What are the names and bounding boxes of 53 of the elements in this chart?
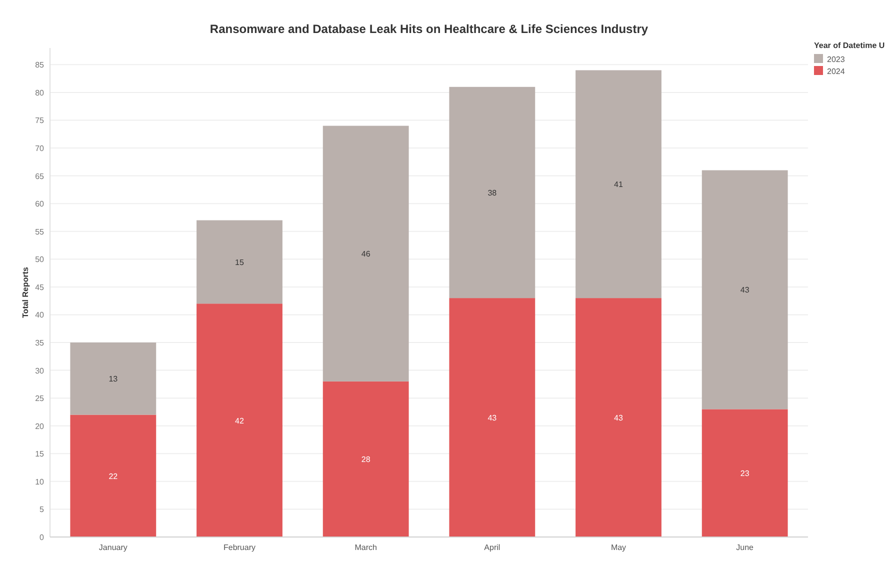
x-tick-label: February: [223, 543, 256, 552]
bar: [70, 342, 156, 415]
x-tick-label: April: [484, 543, 500, 552]
bar: [576, 298, 662, 537]
data-label: 43: [740, 286, 750, 295]
bar: [196, 304, 282, 537]
data-label: 43: [614, 414, 624, 423]
y-tick-label: 75: [35, 116, 45, 126]
y-tick-label: 50: [35, 255, 45, 264]
bar: [576, 70, 662, 298]
y-tick-label: 10: [35, 477, 45, 486]
y-tick-label: 20: [35, 422, 45, 431]
bar: [196, 220, 282, 304]
bar: [322, 126, 409, 382]
chart-title: Ransomware and Database Leak Hits on Healthcare & Life Sciences Industry: [210, 22, 648, 36]
data-label: 15: [235, 258, 244, 267]
y-tick-label: 85: [35, 60, 45, 70]
data-label: 28: [361, 455, 371, 464]
bar: [70, 414, 156, 537]
data-label: 41: [614, 180, 624, 190]
data-label: 22: [108, 472, 118, 481]
data-label: 42: [235, 416, 244, 426]
data-label: 13: [108, 374, 118, 384]
y-tick-label: 80: [35, 88, 45, 98]
y-tick-label: 40: [35, 310, 45, 320]
y-axis-title: Total Reports: [21, 266, 30, 318]
bar: [702, 409, 788, 537]
x-tick-label: March: [354, 543, 377, 552]
y-tick-label: 55: [35, 227, 45, 236]
y-tick-label: 45: [35, 282, 45, 292]
y-tick-label: 0: [40, 533, 45, 542]
data-label: 43: [488, 414, 498, 423]
legend-title: Year of Datetime U: [814, 41, 885, 50]
data-label: 38: [488, 188, 498, 198]
x-tick-label: January: [98, 543, 128, 552]
y-tick-label: 25: [35, 394, 45, 404]
bar: [449, 86, 536, 298]
y-tick-label: 35: [35, 338, 45, 348]
legend-label: 2023: [827, 55, 846, 64]
bar: [322, 381, 409, 537]
data-label: 23: [740, 469, 750, 478]
bar: [702, 170, 788, 410]
y-tick-label: 5: [40, 505, 45, 514]
y-tick-label: 30: [35, 366, 45, 376]
y-tick-label: 70: [35, 144, 45, 154]
y-tick-label: 65: [35, 172, 45, 181]
legend-label: 2024: [827, 67, 846, 76]
y-tick-label: 15: [35, 450, 45, 459]
x-tick-label: June: [736, 543, 754, 552]
data-label: 46: [361, 250, 371, 259]
y-tick-label: 60: [35, 200, 45, 209]
bar: [449, 298, 536, 537]
x-tick-label: May: [610, 543, 626, 552]
